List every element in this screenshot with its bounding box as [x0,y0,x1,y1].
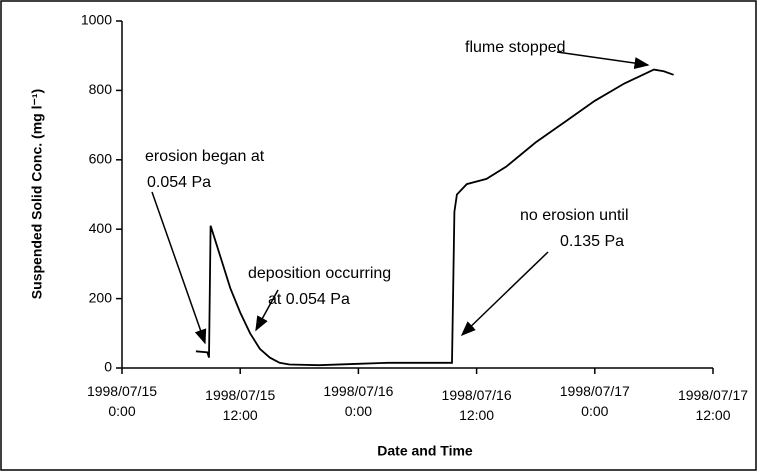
x-tick-label: 1998/07/15 0:00 [87,383,157,419]
annotation: 0.054 Pa [147,174,211,191]
x-axis-label: Date and Time [377,443,473,459]
annotation: flume stopped [465,39,566,56]
arrow [556,51,650,70]
y-tick-label: 800 [89,81,113,97]
x-tick-label: 1998/07/17 12:00 [678,387,748,423]
x-tick-label: 1998/07/15 12:00 [205,387,275,423]
arrow [255,289,279,332]
x-tick-label: 1998/07/16 12:00 [442,387,512,423]
data-line [195,68,674,367]
annotation: deposition occurring [248,265,391,282]
annotation: at 0.054 Pa [268,291,350,308]
arrow [151,191,207,345]
x-tick-label: 1998/07/16 0:00 [323,383,393,419]
y-tick-label: 1000 [81,12,112,28]
arrows [151,51,650,345]
y-tick-label: 0 [104,359,112,375]
arrow [460,251,549,337]
y-tick-label: 400 [89,220,113,236]
annotation: 0.135 Pa [560,233,624,250]
x-tick-label: 1998/07/17 0:00 [560,383,630,419]
y-tick-label: 200 [89,289,113,305]
annotation: erosion began at [145,148,265,165]
y-tick-label: 600 [89,151,113,167]
annotation: no erosion until [520,207,629,224]
y-axis-label: Suspended Solid Conc. (mg l⁻¹) [29,89,45,299]
